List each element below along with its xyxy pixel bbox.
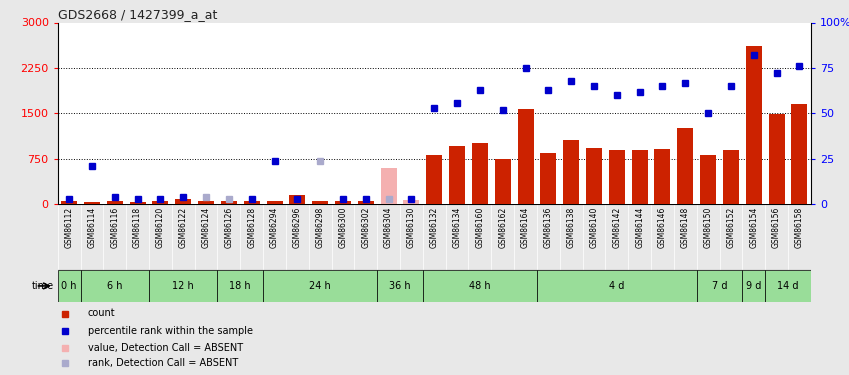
Text: GSM86148: GSM86148	[681, 207, 689, 248]
Text: GDS2668 / 1427399_a_at: GDS2668 / 1427399_a_at	[58, 8, 217, 21]
Text: GSM86138: GSM86138	[566, 207, 576, 248]
Text: GSM86142: GSM86142	[612, 207, 621, 248]
Bar	[221, 201, 237, 204]
Bar	[58, 270, 81, 302]
Bar	[312, 201, 329, 204]
Text: GSM86128: GSM86128	[247, 207, 256, 248]
Text: GSM86160: GSM86160	[475, 207, 485, 248]
Text: 48 h: 48 h	[469, 281, 491, 291]
Text: GSM86140: GSM86140	[589, 207, 599, 248]
Text: GSM86158: GSM86158	[795, 207, 804, 248]
Bar	[449, 146, 465, 204]
Bar	[403, 200, 419, 204]
Text: GSM86144: GSM86144	[635, 207, 644, 248]
Text: 7 d: 7 d	[711, 281, 728, 291]
Text: GSM86298: GSM86298	[316, 207, 324, 248]
Text: GSM86146: GSM86146	[658, 207, 667, 248]
Bar	[586, 148, 602, 204]
Text: GSM86136: GSM86136	[544, 207, 553, 248]
Bar	[263, 270, 377, 302]
Bar	[678, 128, 694, 204]
Text: GSM86162: GSM86162	[498, 207, 507, 248]
Bar	[153, 201, 168, 204]
Bar	[700, 155, 716, 204]
Text: GSM86130: GSM86130	[407, 207, 416, 248]
Text: GSM86304: GSM86304	[384, 207, 393, 249]
Bar	[791, 104, 807, 204]
Text: GSM86152: GSM86152	[727, 207, 735, 248]
Bar	[518, 109, 533, 204]
Bar	[198, 201, 214, 204]
Text: GSM86124: GSM86124	[201, 207, 211, 248]
Bar	[149, 270, 217, 302]
Bar	[723, 150, 739, 204]
Text: 18 h: 18 h	[229, 281, 251, 291]
Text: GSM86164: GSM86164	[521, 207, 530, 248]
Text: 24 h: 24 h	[309, 281, 331, 291]
Bar	[426, 154, 442, 204]
Bar	[537, 270, 697, 302]
Bar	[745, 45, 762, 204]
Bar	[563, 140, 579, 204]
Bar	[609, 150, 625, 204]
Bar	[84, 202, 100, 204]
Text: GSM86156: GSM86156	[772, 207, 781, 248]
Text: GSM86116: GSM86116	[110, 207, 119, 248]
Text: 4 d: 4 d	[609, 281, 625, 291]
Bar	[244, 201, 260, 204]
Bar	[61, 201, 77, 204]
Text: rank, Detection Call = ABSENT: rank, Detection Call = ABSENT	[87, 358, 238, 368]
Bar	[423, 270, 537, 302]
Bar	[380, 168, 396, 204]
Text: GSM86134: GSM86134	[453, 207, 462, 248]
Bar	[765, 270, 811, 302]
Text: GSM86114: GSM86114	[87, 207, 97, 248]
Bar	[540, 153, 556, 204]
Bar	[335, 201, 351, 204]
Text: GSM86112: GSM86112	[65, 207, 74, 248]
Text: GSM86126: GSM86126	[224, 207, 233, 248]
Bar	[130, 202, 145, 204]
Bar	[175, 199, 191, 204]
Bar	[81, 270, 149, 302]
Text: 14 d: 14 d	[777, 281, 799, 291]
Bar	[495, 159, 511, 204]
Bar	[357, 201, 374, 204]
Bar	[472, 142, 488, 204]
Text: value, Detection Call = ABSENT: value, Detection Call = ABSENT	[87, 343, 243, 352]
Text: GSM86296: GSM86296	[293, 207, 302, 248]
Text: time: time	[31, 281, 53, 291]
Text: GSM86150: GSM86150	[704, 207, 712, 248]
Text: GSM86118: GSM86118	[133, 207, 142, 248]
Text: GSM86120: GSM86120	[156, 207, 165, 248]
Text: GSM86302: GSM86302	[362, 207, 370, 248]
Text: 9 d: 9 d	[746, 281, 762, 291]
Bar	[267, 201, 283, 204]
Bar	[632, 150, 648, 204]
Bar	[768, 114, 784, 204]
Text: GSM86300: GSM86300	[339, 207, 347, 249]
Text: count: count	[87, 309, 115, 318]
Bar	[697, 270, 742, 302]
Bar	[107, 201, 123, 204]
Text: GSM86154: GSM86154	[750, 207, 758, 248]
Text: GSM86122: GSM86122	[179, 207, 188, 248]
Text: 0 h: 0 h	[61, 281, 77, 291]
Bar	[217, 270, 263, 302]
Text: 12 h: 12 h	[172, 281, 194, 291]
Text: GSM86294: GSM86294	[270, 207, 279, 248]
Text: 6 h: 6 h	[107, 281, 122, 291]
Text: GSM86132: GSM86132	[430, 207, 439, 248]
Bar	[742, 270, 765, 302]
Bar	[290, 195, 306, 204]
Bar	[655, 149, 671, 204]
Text: percentile rank within the sample: percentile rank within the sample	[87, 326, 253, 336]
Text: 36 h: 36 h	[389, 281, 411, 291]
Bar	[377, 270, 423, 302]
